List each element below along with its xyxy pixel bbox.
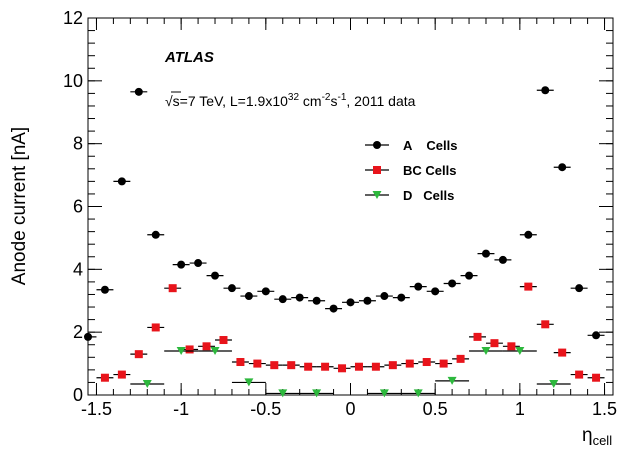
data-point bbox=[482, 250, 490, 258]
conditions-label: √s=7 TeV, L=1.9x1032 cm-2s-1, 2011 data bbox=[165, 92, 416, 109]
data-point bbox=[245, 292, 253, 300]
data-point bbox=[304, 363, 312, 371]
data-point bbox=[296, 294, 304, 302]
data-point bbox=[330, 305, 338, 313]
data-point bbox=[457, 355, 465, 363]
y-tick-label: 12 bbox=[63, 8, 83, 28]
data-point bbox=[236, 358, 244, 366]
data-point bbox=[524, 283, 532, 291]
y-tick-label: 10 bbox=[63, 71, 83, 91]
data-point bbox=[592, 374, 600, 382]
y-tick-label: 6 bbox=[73, 197, 83, 217]
data-point bbox=[592, 331, 600, 339]
data-point bbox=[135, 88, 143, 96]
x-tick-label: 0.5 bbox=[423, 399, 448, 419]
x-axis-label-main: η bbox=[582, 425, 593, 446]
data-point bbox=[135, 350, 143, 358]
data-point bbox=[363, 297, 371, 305]
data-point bbox=[440, 360, 448, 368]
data-point bbox=[118, 177, 126, 185]
y-tick-label: 8 bbox=[73, 134, 83, 154]
data-point bbox=[490, 339, 498, 347]
data-point bbox=[219, 336, 227, 344]
data-point bbox=[313, 297, 321, 305]
y-tick-label: 2 bbox=[73, 322, 83, 342]
data-point bbox=[524, 231, 532, 239]
data-point bbox=[406, 360, 414, 368]
data-point bbox=[211, 272, 219, 280]
legend-label: BC Cells bbox=[403, 163, 456, 178]
x-tick-label: 1.5 bbox=[592, 399, 617, 419]
data-point bbox=[414, 283, 422, 291]
y-axis-label: Anode current [nA] bbox=[9, 127, 30, 285]
data-point bbox=[203, 342, 211, 350]
data-point bbox=[186, 345, 194, 353]
series-1 bbox=[96, 283, 604, 382]
data-point bbox=[338, 364, 346, 372]
y-tick-label: 4 bbox=[73, 259, 83, 279]
data-point bbox=[287, 361, 295, 369]
legend-label: A Cells bbox=[403, 138, 457, 153]
y-tick-label: 0 bbox=[73, 385, 83, 405]
data-point bbox=[541, 86, 549, 94]
data-point bbox=[380, 292, 388, 300]
legend: A Cells BC Cells D Cells bbox=[365, 138, 457, 203]
data-point bbox=[118, 371, 126, 379]
experiment-label: ATLAS bbox=[164, 49, 214, 66]
data-point bbox=[541, 320, 549, 328]
data-point bbox=[423, 358, 431, 366]
data-point bbox=[397, 294, 405, 302]
data-point bbox=[228, 284, 236, 292]
data-point bbox=[262, 287, 270, 295]
legend-label: D Cells bbox=[403, 188, 454, 203]
data-point bbox=[558, 163, 566, 171]
data-point bbox=[389, 361, 397, 369]
data-point bbox=[152, 323, 160, 331]
x-tick-label: -1 bbox=[173, 399, 189, 419]
data-point bbox=[169, 284, 177, 292]
data-point bbox=[270, 361, 278, 369]
data-point bbox=[279, 295, 287, 303]
series-0 bbox=[84, 86, 605, 341]
x-axis-label-sub: cell bbox=[593, 433, 613, 448]
data-point bbox=[575, 371, 583, 379]
data-point bbox=[177, 261, 185, 269]
data-point bbox=[152, 231, 160, 239]
data-point bbox=[575, 284, 583, 292]
x-axis-label: ηcell bbox=[582, 425, 612, 448]
data-point bbox=[101, 374, 109, 382]
data-marks bbox=[84, 86, 605, 397]
data-point bbox=[347, 298, 355, 306]
data-point bbox=[321, 363, 329, 371]
data-point bbox=[253, 360, 261, 368]
data-point bbox=[558, 349, 566, 357]
axis-ticks: -1.5 -1 -0.5 0 0.5 1 1.5 0 2 4 6 8 10 12 bbox=[63, 8, 617, 419]
data-point bbox=[194, 259, 202, 267]
data-point bbox=[84, 333, 92, 341]
data-point bbox=[355, 363, 363, 371]
data-point bbox=[499, 256, 507, 264]
x-tick-label: 1 bbox=[515, 399, 525, 419]
x-tick-label: -1.5 bbox=[81, 399, 112, 419]
data-point bbox=[474, 333, 482, 341]
data-point bbox=[448, 279, 456, 287]
x-tick-label: -0.5 bbox=[250, 399, 281, 419]
legend-marker bbox=[373, 166, 381, 174]
data-point bbox=[101, 286, 109, 294]
legend-marker bbox=[373, 141, 381, 149]
data-point bbox=[465, 272, 473, 280]
x-tick-label: 0 bbox=[345, 399, 355, 419]
data-point bbox=[507, 342, 515, 350]
plot-frame bbox=[88, 18, 613, 395]
data-point bbox=[431, 287, 439, 295]
data-point bbox=[372, 363, 380, 371]
